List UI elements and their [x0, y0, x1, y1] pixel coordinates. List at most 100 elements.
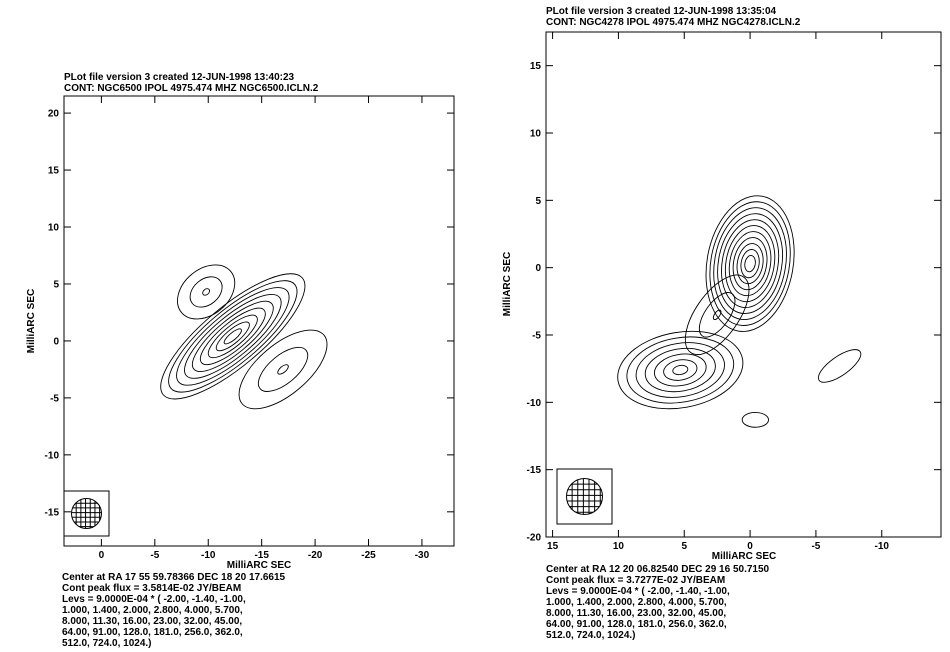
contour-line: [189, 276, 223, 308]
contour-line: [717, 213, 783, 315]
beam-ellipse: [566, 478, 603, 515]
y-tick-label: -5: [532, 331, 541, 342]
x-tick-label: 0: [99, 550, 105, 561]
contour-line: [728, 231, 772, 297]
contour-line: [202, 288, 210, 296]
footer-line: 512.0, 724.0, 1024.): [62, 638, 152, 649]
y-tick-label: 15: [530, 61, 542, 72]
axis-ticks: 15 10 5 0 -5 -10 15 10 5 0 -5 -10 -15 -20: [527, 32, 941, 552]
header-line1: PLot file version 3 created 12-JUN-1998 …: [64, 72, 295, 83]
contour-line: [741, 411, 769, 428]
contour-line: [160, 273, 306, 400]
beam-icon: [556, 468, 613, 525]
contour-line: [736, 243, 764, 285]
y-tick-label: 10: [530, 129, 542, 140]
beam-hatch: [566, 478, 603, 515]
y-tick-label: 0: [53, 336, 59, 347]
contour-line: [177, 264, 236, 320]
beam-icon: [63, 490, 110, 537]
axis-ticks: 0 -5 -10 -15 -20 -25 -30 20 15 10 5 0 -5 -10 -15: [45, 96, 454, 561]
footer-line: Levs = 9.0000E-04 * ( -2.00, -1.40, -1.0…: [62, 594, 246, 605]
contour-line: [817, 349, 862, 383]
footer-line: 8.000, 11.30, 16.00, 23.00, 32.00, 45.00…: [546, 608, 726, 619]
y-tick-label: 15: [48, 166, 60, 177]
footer-line: Center at RA 17 55 59.78366 DEC 18 20 17…: [62, 572, 286, 583]
contour-line: [740, 249, 760, 279]
contour-line: [626, 336, 735, 404]
header-line2: CONT: NGC4278 IPOL 4975.474 MHZ NGC4278.…: [546, 17, 801, 28]
footer-line: 8.000, 11.30, 16.00, 23.00, 32.00, 45.00…: [62, 616, 242, 627]
contour-line: [672, 364, 689, 376]
footer-line: Cont peak flux = 3.5814E-02 JY/BEAM: [62, 583, 241, 594]
contour-map: [160, 264, 328, 410]
y-tick-label: 20: [48, 109, 60, 120]
y-tick-label: 10: [48, 223, 60, 234]
x-tick-label: -5: [150, 550, 159, 561]
y-tick-label: -15: [45, 507, 60, 518]
contour-line: [207, 314, 258, 359]
x-tick-label: 5: [681, 541, 687, 552]
contour-line: [698, 292, 736, 338]
contour-line: [724, 225, 776, 303]
y-tick-label: -20: [527, 533, 542, 544]
contour-line: [663, 359, 698, 381]
x-axis-label: MilliARC SEC: [712, 551, 776, 562]
y-tick-label: -5: [50, 393, 59, 404]
contour-line: [684, 274, 750, 355]
y-axis-label: MilliARC SEC: [26, 289, 37, 353]
contour-line: [223, 328, 242, 345]
x-tick-label: -30: [415, 550, 430, 561]
footer-text: Center at RA 17 55 59.78366 DEC 18 20 17…: [62, 572, 286, 649]
contour-line: [184, 293, 282, 379]
x-axis-label: MilliARC SEC: [227, 560, 291, 571]
plot-frame: [545, 31, 942, 538]
contour-line: [744, 255, 756, 273]
panel-ngc4278: PLot file version 3 created 12-JUN-1998 …: [502, 6, 942, 641]
x-tick-label: -25: [361, 550, 376, 561]
y-axis-label: MilliARC SEC: [502, 252, 513, 316]
contour-line: [199, 307, 266, 366]
y-tick-label: 5: [535, 196, 541, 207]
contour-line: [709, 201, 791, 326]
panel-ngc6500: PLot file version 3 created 12-JUN-1998 …: [26, 72, 455, 649]
contour-line: [712, 309, 722, 321]
contour-line: [644, 347, 716, 393]
x-tick-label: -10: [875, 541, 890, 552]
footer-line: 64.00, 91.00, 128.0, 181.0, 256.0, 362.0…: [62, 627, 243, 638]
contour-line: [617, 330, 744, 410]
footer-line: Levs = 9.0000E-04 * ( -2.00, -1.40, -1.0…: [546, 586, 730, 597]
header-line1: PLot file version 3 created 12-JUN-1998 …: [546, 6, 777, 17]
y-tick-label: 5: [53, 279, 59, 290]
contour-line: [277, 364, 289, 375]
contour-map: [617, 195, 862, 428]
beam-box: [556, 468, 613, 525]
contour-line: [653, 353, 707, 387]
beam-ellipse: [71, 498, 102, 529]
x-tick-label: -5: [811, 541, 820, 552]
contour-line: [635, 342, 725, 398]
contour-line: [191, 300, 274, 372]
beam-box: [63, 490, 110, 537]
x-tick-label: 10: [613, 541, 625, 552]
x-tick-label: -20: [308, 550, 323, 561]
footer-line: Center at RA 12 20 06.82540 DEC 29 16 50…: [546, 564, 770, 575]
footer-line: 1.000, 1.400, 2.000, 2.800, 4.000, 5.700…: [62, 605, 243, 616]
footer-line: 1.000, 1.400, 2.000, 2.800, 4.000, 5.700…: [546, 597, 727, 608]
header-line2: CONT: NGC6500 IPOL 4975.474 MHZ NGC6500.…: [64, 83, 319, 94]
x-tick-label: 15: [547, 541, 559, 552]
x-tick-label: -10: [201, 550, 216, 561]
footer-line: 64.00, 91.00, 128.0, 181.0, 256.0, 362.0…: [546, 619, 727, 630]
y-tick-label: -10: [527, 398, 542, 409]
contour-line: [215, 321, 250, 352]
contour-line: [168, 280, 298, 393]
y-tick-label: 0: [535, 263, 541, 274]
footer-text: Center at RA 12 20 06.82540 DEC 29 16 50…: [546, 564, 770, 641]
y-tick-label: -15: [527, 465, 542, 476]
x-tick-label: -15: [254, 550, 269, 561]
contour-line: [705, 195, 795, 332]
footer-line: Cont peak flux = 3.7277E-02 JY/BEAM: [546, 575, 725, 586]
contour-line: [238, 329, 328, 410]
contour-line: [257, 346, 309, 392]
y-tick-label: -10: [45, 450, 60, 461]
